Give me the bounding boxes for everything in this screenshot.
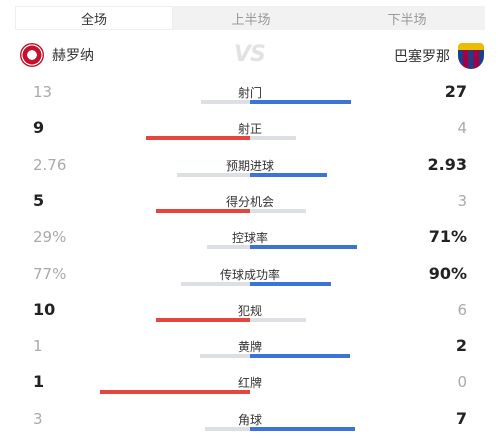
stat-label: 犯规: [237, 303, 262, 318]
stat-label: 得分机会: [225, 194, 274, 209]
vs-label: VS: [234, 42, 266, 67]
home-stat-bar: [146, 136, 250, 141]
away-stat-value: 27: [444, 82, 467, 101]
home-stat-value: 3: [33, 409, 43, 428]
stat-row: 9 射正 4: [0, 118, 500, 154]
stat-row: 2.76 预期进球 2.93: [0, 155, 500, 191]
home-stat-value: 1: [33, 372, 45, 392]
away-stat-bar: [250, 281, 331, 286]
barcelona-crest-icon: [458, 43, 484, 69]
home-stat-bar: [100, 390, 250, 395]
home-stat-bar: [200, 354, 250, 359]
home-stat-bar: [205, 426, 250, 431]
home-stat-bar: [156, 317, 250, 322]
away-stat-value: 3: [457, 191, 467, 210]
away-stat-value: 4: [457, 119, 467, 138]
away-stat-value: 0: [457, 373, 467, 392]
home-stat-value: 29%: [33, 228, 67, 247]
stat-row: 1 红牌 0: [0, 372, 500, 408]
away-stat-value: 2.93: [427, 154, 467, 174]
stat-label: 预期进球: [225, 158, 274, 173]
stat-label: 传球成功率: [219, 267, 280, 282]
stat-row: 13 射门 27: [0, 82, 500, 118]
home-stat-value: 13: [33, 83, 53, 101]
home-stat-value: 9: [33, 118, 45, 138]
home-team: 赫罗纳: [20, 43, 94, 67]
away-team-name: 巴塞罗那: [394, 49, 450, 65]
home-stat-value: 5: [33, 190, 45, 210]
stat-label: 角球: [237, 412, 262, 427]
home-stat-bar: [156, 208, 250, 213]
home-stat-value: 2.76: [33, 155, 67, 174]
stat-row: 3 角球 7: [0, 409, 500, 440]
stat-label: 射门: [237, 86, 262, 100]
home-stat-value: 1: [33, 337, 43, 356]
tab-second-half[interactable]: 下半场: [387, 12, 427, 28]
girona-crest-icon: [20, 43, 44, 67]
away-stat-value: 6: [457, 300, 467, 319]
away-stat-bar: [250, 172, 328, 177]
stat-row: 10 犯规 6: [0, 300, 500, 336]
away-stat-value: 90%: [428, 263, 467, 283]
home-team-name: 赫罗纳: [52, 48, 94, 64]
home-stat-bar: [206, 245, 250, 250]
away-stat-value: 7: [455, 408, 467, 428]
stat-row: 29% 控球率 71%: [0, 227, 500, 263]
stat-label: 射正: [237, 122, 262, 137]
stat-label: 控球率: [231, 231, 268, 246]
away-stat-bar: [250, 354, 350, 359]
away-stat-bar: [250, 317, 307, 322]
home-stat-bar: [180, 281, 250, 286]
stat-row: 1 黄牌 2: [0, 336, 500, 372]
home-stat-bar: [201, 100, 250, 104]
away-stat-bar: [250, 208, 307, 213]
away-stat-value: 2: [455, 336, 467, 356]
away-stat-value: 71%: [428, 227, 467, 247]
home-stat-value: 77%: [33, 264, 67, 283]
away-stat-bar: [250, 136, 297, 141]
tab-first-half[interactable]: 上半场: [231, 12, 271, 28]
period-tabs: 全场 上半场 下半场: [15, 6, 485, 30]
stat-label: 黄牌: [237, 340, 262, 355]
home-stat-value: 10: [33, 299, 56, 319]
tab-full-match[interactable]: 全场: [15, 6, 173, 30]
stat-row: 77% 传球成功率 90%: [0, 264, 500, 300]
stat-row: 5 得分机会 3: [0, 191, 500, 227]
away-team: 巴塞罗那: [394, 43, 484, 69]
stat-label: 红牌: [237, 376, 262, 391]
home-stat-bar: [177, 172, 250, 177]
away-stat-bar: [250, 245, 357, 250]
away-stat-bar: [250, 100, 352, 104]
away-stat-bar: [250, 426, 355, 431]
